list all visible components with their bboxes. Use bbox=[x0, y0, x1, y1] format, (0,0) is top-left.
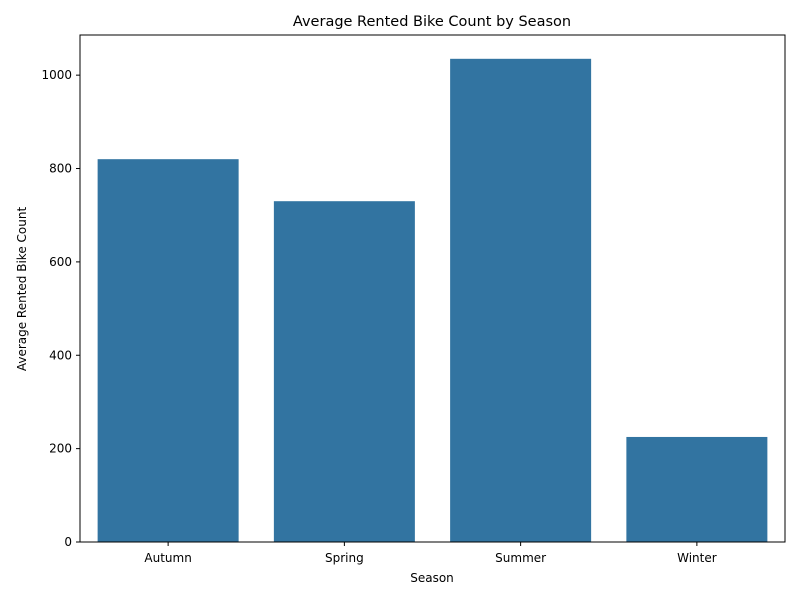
plot-border bbox=[79, 34, 786, 543]
y-tick-label: 200 bbox=[49, 442, 72, 456]
axes-frame bbox=[79, 34, 786, 543]
y-tick-label: 1000 bbox=[41, 68, 72, 82]
y-tick-label: 400 bbox=[49, 348, 72, 362]
x-axis-ticks: Autumn Spring Summer Winter bbox=[144, 542, 717, 565]
x-tick-label-winter: Winter bbox=[677, 551, 717, 565]
bar-winter bbox=[626, 436, 768, 542]
y-axis-label: Average Rented Bike Count bbox=[15, 207, 29, 372]
y-axis-ticks: 0 200 400 600 800 1000 bbox=[41, 68, 80, 549]
y-tick-label: 800 bbox=[49, 162, 72, 176]
x-axis-label: Season bbox=[410, 571, 454, 585]
bars-group bbox=[97, 58, 768, 543]
x-tick-label-autumn: Autumn bbox=[144, 551, 191, 565]
chart-title: Average Rented Bike Count by Season bbox=[293, 14, 571, 30]
x-tick-label-summer: Summer bbox=[495, 551, 546, 565]
bar-autumn bbox=[97, 159, 239, 543]
x-tick-label-spring: Spring bbox=[325, 551, 364, 565]
bar-summer bbox=[450, 58, 592, 543]
y-tick-label: 600 bbox=[49, 255, 72, 269]
y-tick-label: 0 bbox=[64, 535, 72, 549]
bar-spring bbox=[273, 201, 415, 542]
